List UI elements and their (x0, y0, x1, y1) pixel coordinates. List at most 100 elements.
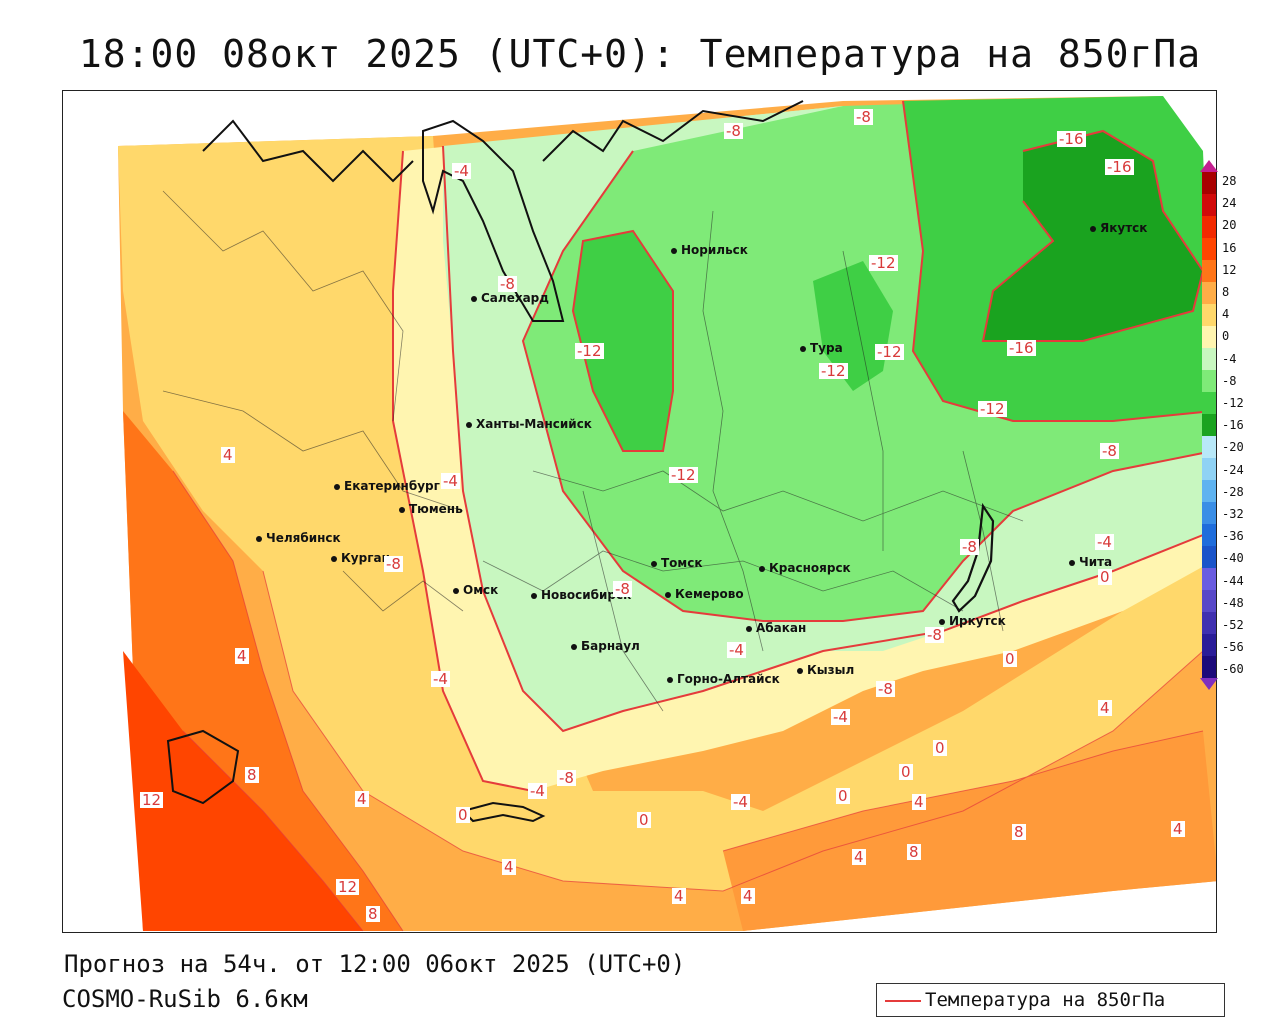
contour-label: -8 (613, 580, 632, 598)
forecast-info: Прогноз на 54ч. от 12:00 06окт 2025 (UTC… (64, 950, 686, 978)
city-norilsk: Норильск (671, 243, 748, 257)
contour-label: 4 (912, 793, 926, 811)
contour-label: 0 (637, 811, 651, 829)
legend: Температура на 850гПа (876, 983, 1225, 1017)
contour-label: 4 (1171, 820, 1185, 838)
contour-label: 4 (502, 858, 516, 876)
contour-label: -8 (876, 680, 895, 698)
city-yekaterinburg: Екатеринбург (334, 479, 440, 493)
colorbar-tick: -40 (1222, 551, 1244, 566)
contour-label: 0 (1098, 568, 1112, 586)
contour-label: -4 (452, 162, 471, 180)
contour-label: 4 (741, 887, 755, 905)
colorbar-tick: 4 (1222, 307, 1230, 322)
colorbar-tick: 0 (1222, 329, 1230, 344)
city-salekhard: Салехард (471, 291, 549, 305)
contour-label: -16 (1007, 339, 1036, 357)
city-krasnoyarsk: Красноярск (759, 561, 851, 575)
band-m16-m20 (983, 131, 1203, 341)
city-kemerovo: Кемерово (665, 587, 744, 601)
western-coast (166, 729, 240, 805)
band-m12-m16-west (573, 231, 673, 451)
contour-label: -8 (925, 626, 944, 644)
contour-label: 12 (140, 791, 164, 809)
contour-label: 4 (355, 790, 369, 808)
colorbar-tick: 8 (1222, 285, 1230, 300)
colorbar-tick: -16 (1222, 418, 1244, 433)
contour-label: -4 (731, 793, 750, 811)
city-kurgan: Курган (331, 551, 390, 565)
colorbar-tick: -52 (1222, 618, 1244, 633)
lake-baikal (951, 502, 995, 613)
contour-label: 8 (1012, 823, 1026, 841)
city-tura: Тура (800, 341, 843, 355)
contour-label: 4 (852, 848, 866, 866)
contour-label: -12 (869, 254, 898, 272)
contour-label: -8 (854, 108, 873, 126)
model-name: COSMO-RuSib 6.6км (62, 985, 308, 1013)
city-tyumen: Тюмень (399, 502, 463, 516)
contour-label: 0 (933, 739, 947, 757)
contour-label: -16 (1105, 158, 1134, 176)
city-omsk: Омск (453, 583, 498, 597)
city-abakan: Абакан (746, 621, 806, 635)
contour-label: 0 (899, 763, 913, 781)
contour-label: -4 (831, 708, 850, 726)
contour-lines (392, 100, 1214, 792)
contour-label: -8 (557, 769, 576, 787)
contour-label: -8 (1100, 442, 1119, 460)
contour-label: 0 (836, 787, 850, 805)
colorbar-tick: -48 (1222, 595, 1244, 610)
contour-label: 8 (245, 766, 259, 784)
contour-label: -12 (669, 466, 698, 484)
city-chita: Чита (1069, 555, 1112, 569)
contour-label: -12 (978, 400, 1007, 418)
city-chelyabinsk: Челябинск (256, 531, 341, 545)
city-novosibirsk: Новосибирск (531, 588, 631, 602)
colorbar-ticks: 28 24 20 16 12 8 4 0 -4 -8 -12 -16 -20 -… (1222, 170, 1244, 681)
city-irkutsk: Иркутск (939, 614, 1006, 628)
colorbar-tick: -44 (1222, 573, 1244, 588)
colorbar-tick: 16 (1222, 240, 1237, 255)
band-se-warm (723, 731, 1216, 931)
contour-label: -4 (1095, 533, 1114, 551)
contour-label: 4 (221, 446, 235, 464)
map-panel: Норильск Якутск Салехард Тура Ханты-Манс… (62, 90, 1217, 933)
contour-label: 4 (235, 647, 249, 665)
legend-label: Температура на 850гПа (925, 989, 1166, 1011)
colorbar-tick: -20 (1222, 440, 1244, 455)
contour-label: 0 (1003, 650, 1017, 668)
contour-label: -12 (819, 362, 848, 380)
city-kyzyl: Кызыл (797, 663, 854, 677)
contour-label: -4 (727, 641, 746, 659)
colorbar-tick: -12 (1222, 396, 1244, 411)
colorbar-tick: 28 (1222, 174, 1237, 188)
colorbar-tick: -32 (1222, 507, 1244, 522)
colorbar-tick: -36 (1222, 529, 1244, 544)
colorbar-tick: -8 (1222, 373, 1237, 388)
legend-line-swatch (885, 1000, 921, 1002)
contour-label: -16 (1057, 130, 1086, 148)
contour-label: -8 (498, 275, 517, 293)
contour-label: 4 (1098, 699, 1112, 717)
colorbar-tick: 24 (1222, 196, 1237, 211)
colorbar-tick: 20 (1222, 218, 1237, 233)
contour-label: 0 (456, 806, 470, 824)
band-0-4 (118, 136, 1203, 891)
contour-label: 8 (366, 905, 380, 923)
lake-balkhash (461, 801, 546, 823)
contour-label: 4 (672, 887, 686, 905)
northern-coast (202, 100, 804, 183)
region-boundaries (162, 190, 1024, 712)
contour-label: 8 (907, 843, 921, 861)
colorbar-tick: -4 (1222, 351, 1237, 366)
colorbar-tick: 12 (1222, 262, 1237, 277)
contour-label: -12 (875, 343, 904, 361)
contour-label: -12 (575, 342, 604, 360)
band-m12-m16-central (813, 261, 893, 391)
contour-label: -4 (528, 782, 547, 800)
contour-label: 12 (336, 878, 360, 896)
temperature-colorbar (1200, 160, 1218, 690)
thin-contours (172, 470, 1204, 932)
city-gorno-altaysk: Горно-Алтайск (667, 672, 780, 686)
